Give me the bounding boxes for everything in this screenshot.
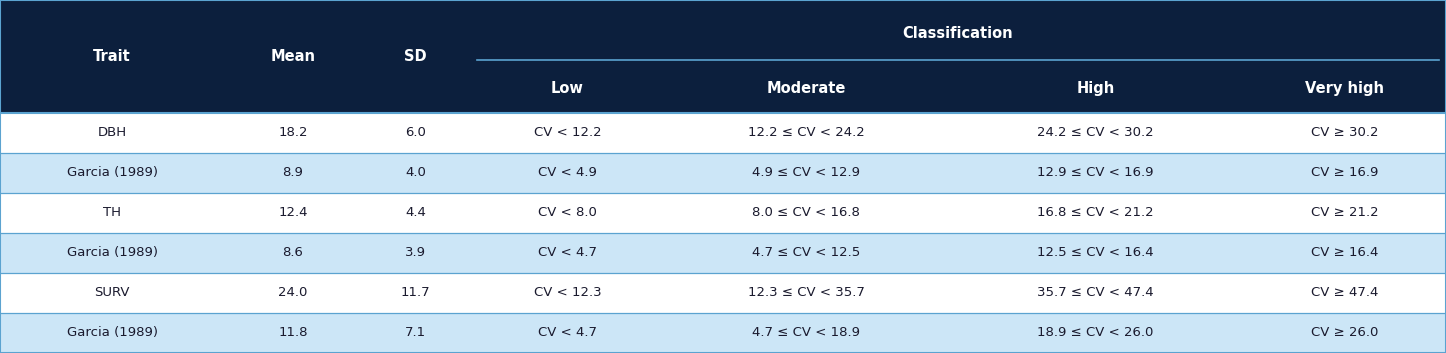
Bar: [0, 313, 1446, 353]
Text: 18.2: 18.2: [278, 126, 308, 139]
Text: CV < 4.7: CV < 4.7: [538, 327, 597, 340]
Text: 11.8: 11.8: [278, 327, 308, 340]
Text: DBH: DBH: [97, 126, 127, 139]
Text: 8.6: 8.6: [282, 246, 304, 259]
Text: TH: TH: [103, 207, 121, 220]
Text: CV ≥ 30.2: CV ≥ 30.2: [1312, 126, 1378, 139]
Text: 11.7: 11.7: [401, 287, 431, 299]
Text: CV ≥ 26.0: CV ≥ 26.0: [1312, 327, 1378, 340]
Text: 16.8 ≤ CV < 21.2: 16.8 ≤ CV < 21.2: [1037, 207, 1154, 220]
Text: 6.0: 6.0: [405, 126, 427, 139]
Text: Very high: Very high: [1306, 80, 1384, 96]
Text: 4.7 ≤ CV < 18.9: 4.7 ≤ CV < 18.9: [752, 327, 860, 340]
Text: High: High: [1076, 80, 1115, 96]
Text: 12.3 ≤ CV < 35.7: 12.3 ≤ CV < 35.7: [748, 287, 865, 299]
Text: 12.5 ≤ CV < 16.4: 12.5 ≤ CV < 16.4: [1037, 246, 1154, 259]
Text: 12.2 ≤ CV < 24.2: 12.2 ≤ CV < 24.2: [748, 126, 865, 139]
Text: Garcia (1989): Garcia (1989): [67, 327, 158, 340]
Text: CV < 4.9: CV < 4.9: [538, 167, 597, 179]
Text: 24.2 ≤ CV < 30.2: 24.2 ≤ CV < 30.2: [1037, 126, 1154, 139]
Text: 4.0: 4.0: [405, 167, 427, 179]
Text: CV ≥ 21.2: CV ≥ 21.2: [1312, 207, 1378, 220]
Text: 18.9 ≤ CV < 26.0: 18.9 ≤ CV < 26.0: [1037, 327, 1154, 340]
Text: 8.9: 8.9: [282, 167, 304, 179]
Text: 4.7 ≤ CV < 12.5: 4.7 ≤ CV < 12.5: [752, 246, 860, 259]
Text: SURV: SURV: [94, 287, 130, 299]
Text: 7.1: 7.1: [405, 327, 427, 340]
Text: 8.0 ≤ CV < 16.8: 8.0 ≤ CV < 16.8: [752, 207, 860, 220]
Text: Trait: Trait: [93, 49, 132, 64]
Text: CV ≥ 47.4: CV ≥ 47.4: [1312, 287, 1378, 299]
Text: 35.7 ≤ CV < 47.4: 35.7 ≤ CV < 47.4: [1037, 287, 1154, 299]
Bar: [0, 233, 1446, 273]
Text: 4.4: 4.4: [405, 207, 427, 220]
Text: 12.9 ≤ CV < 16.9: 12.9 ≤ CV < 16.9: [1037, 167, 1154, 179]
Text: Mean: Mean: [270, 49, 315, 64]
Text: Garcia (1989): Garcia (1989): [67, 167, 158, 179]
Text: SD: SD: [405, 49, 427, 64]
Text: Classification: Classification: [902, 26, 1014, 41]
Text: CV ≥ 16.4: CV ≥ 16.4: [1312, 246, 1378, 259]
Text: CV < 8.0: CV < 8.0: [538, 207, 597, 220]
Text: CV < 4.7: CV < 4.7: [538, 246, 597, 259]
Text: Moderate: Moderate: [766, 80, 846, 96]
Bar: [0, 113, 1446, 153]
Text: Low: Low: [551, 80, 584, 96]
Bar: [0, 193, 1446, 233]
Text: CV < 12.3: CV < 12.3: [534, 287, 602, 299]
Bar: [0, 153, 1446, 193]
Text: CV ≥ 16.9: CV ≥ 16.9: [1312, 167, 1378, 179]
Text: 12.4: 12.4: [278, 207, 308, 220]
Text: 3.9: 3.9: [405, 246, 427, 259]
Text: 4.9 ≤ CV < 12.9: 4.9 ≤ CV < 12.9: [752, 167, 860, 179]
Text: CV < 12.2: CV < 12.2: [534, 126, 602, 139]
Text: 24.0: 24.0: [278, 287, 308, 299]
Text: Garcia (1989): Garcia (1989): [67, 246, 158, 259]
Bar: [0, 0, 1446, 113]
Bar: [0, 273, 1446, 313]
